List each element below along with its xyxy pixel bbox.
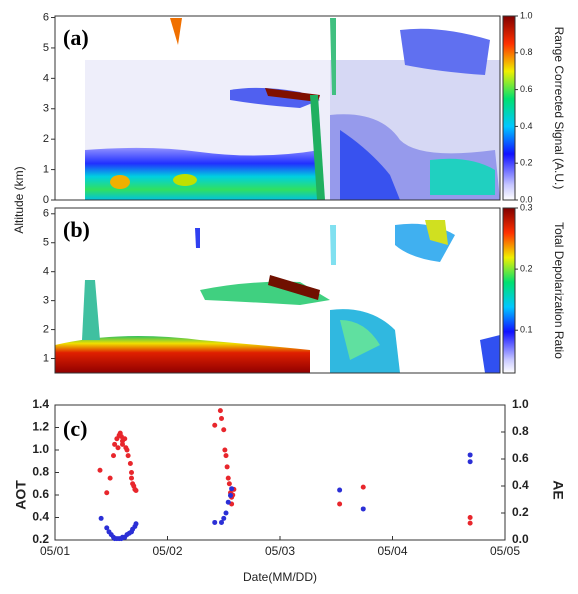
data-point xyxy=(120,441,125,447)
data-point xyxy=(125,453,131,459)
data-point xyxy=(124,447,130,453)
y-axis-label: AOT xyxy=(13,480,29,510)
colorbar-tick-label: 0.2 xyxy=(520,263,533,273)
data-point xyxy=(226,481,232,487)
data-point xyxy=(467,515,473,520)
colorbar-label: Total Depolarization Ratio xyxy=(552,222,566,359)
y-tick-label: 1 xyxy=(43,352,49,364)
x-tick-label: 05/04 xyxy=(377,544,407,558)
y2-tick-label: 0.8 xyxy=(512,424,529,438)
data-point xyxy=(223,510,229,516)
y-tick-label: 1.4 xyxy=(32,397,49,411)
data-point xyxy=(212,422,218,428)
colorbar-tick-label: 0.1 xyxy=(520,325,533,335)
colorbar-tick-label: 0.4 xyxy=(520,121,533,131)
data-point xyxy=(129,470,134,475)
data-point xyxy=(222,447,228,453)
y-tick-label: 2 xyxy=(43,133,49,145)
colorbar-tick-label: 0.8 xyxy=(520,47,533,57)
colorbar-tick-label: 0.2 xyxy=(520,158,533,168)
data-point xyxy=(221,515,227,521)
colorbar xyxy=(502,207,516,374)
data-point xyxy=(104,490,110,496)
data-point xyxy=(122,436,128,442)
data-point xyxy=(127,461,133,466)
data-point xyxy=(104,525,110,531)
data-point xyxy=(217,408,223,414)
data-point xyxy=(212,519,218,525)
y-tick-label: 6 xyxy=(43,208,49,220)
y2-tick-label: 0.2 xyxy=(512,505,529,519)
y2-axis-label: AE xyxy=(550,480,566,499)
plot-frame xyxy=(54,15,501,201)
data-point xyxy=(98,515,104,521)
data-point xyxy=(129,475,134,481)
plot-frame xyxy=(54,207,501,374)
data-point xyxy=(337,487,343,493)
y2-tick-label: 0.0 xyxy=(512,532,529,546)
data-point xyxy=(225,475,231,481)
y-tick-label: 2 xyxy=(43,323,49,335)
colorbar-tick-label: 1.0 xyxy=(520,10,533,20)
colorbar xyxy=(502,15,516,201)
data-point xyxy=(115,445,121,451)
data-point xyxy=(133,521,139,527)
data-point xyxy=(467,452,473,458)
data-point xyxy=(223,453,229,459)
x-axis-label: Date(MM/DD) xyxy=(243,570,317,584)
x-tick-label: 05/05 xyxy=(490,544,520,558)
data-point xyxy=(225,499,231,505)
y-tick-label: 0.2 xyxy=(32,532,49,546)
y-tick-label: 0.4 xyxy=(32,510,49,524)
panel-label: (a) xyxy=(63,25,89,50)
y-tick-label: 0.6 xyxy=(32,487,49,501)
panel-label: (c) xyxy=(63,416,87,441)
y-tick-label: 4 xyxy=(43,266,49,278)
data-point xyxy=(224,464,230,470)
y-tick-label: 3 xyxy=(43,295,49,307)
y-tick-label: 1.0 xyxy=(32,442,49,456)
data-point xyxy=(228,492,233,498)
y-tick-label: 3 xyxy=(43,103,49,115)
data-point xyxy=(360,506,366,512)
colorbar-tick-label: 0.6 xyxy=(520,84,533,94)
data-point xyxy=(133,488,139,493)
heatmap-image-a xyxy=(85,18,500,200)
data-point xyxy=(97,467,103,473)
x-tick-label: 05/03 xyxy=(265,544,295,558)
y-tick-label: 5 xyxy=(43,237,49,249)
y-axis-label: Altitude (km) xyxy=(12,166,26,233)
x-tick-label: 05/01 xyxy=(40,544,70,558)
y-tick-label: 6 xyxy=(43,11,49,23)
y-tick-label: 0 xyxy=(43,194,49,206)
data-point xyxy=(111,453,116,459)
panel-label: (b) xyxy=(63,217,90,242)
y2-tick-label: 0.4 xyxy=(512,478,529,492)
data-point xyxy=(219,416,224,421)
heatmap-image-b xyxy=(55,220,500,373)
data-point xyxy=(112,441,118,447)
data-point xyxy=(467,459,473,465)
y-tick-label: 4 xyxy=(43,72,49,84)
data-point xyxy=(467,520,473,526)
y-tick-label: 0.8 xyxy=(32,465,49,479)
y-tick-label: 1.2 xyxy=(32,420,49,434)
colorbar-label: Range Corrected Signal (A.U.) xyxy=(552,27,566,190)
data-point xyxy=(229,486,235,492)
data-point xyxy=(221,427,227,433)
colorbar-tick-label: 0.0 xyxy=(520,194,533,204)
plot-frame xyxy=(54,404,506,541)
y-tick-label: 1 xyxy=(43,163,49,175)
data-point xyxy=(360,484,366,490)
data-point xyxy=(107,475,113,481)
data-point xyxy=(219,519,224,525)
y2-tick-label: 1.0 xyxy=(512,397,529,411)
y-tick-label: 5 xyxy=(43,42,49,54)
colorbar-tick-label: 0.3 xyxy=(520,202,533,212)
x-tick-label: 05/02 xyxy=(152,544,182,558)
y2-tick-label: 0.6 xyxy=(512,451,529,465)
data-point xyxy=(337,501,343,507)
